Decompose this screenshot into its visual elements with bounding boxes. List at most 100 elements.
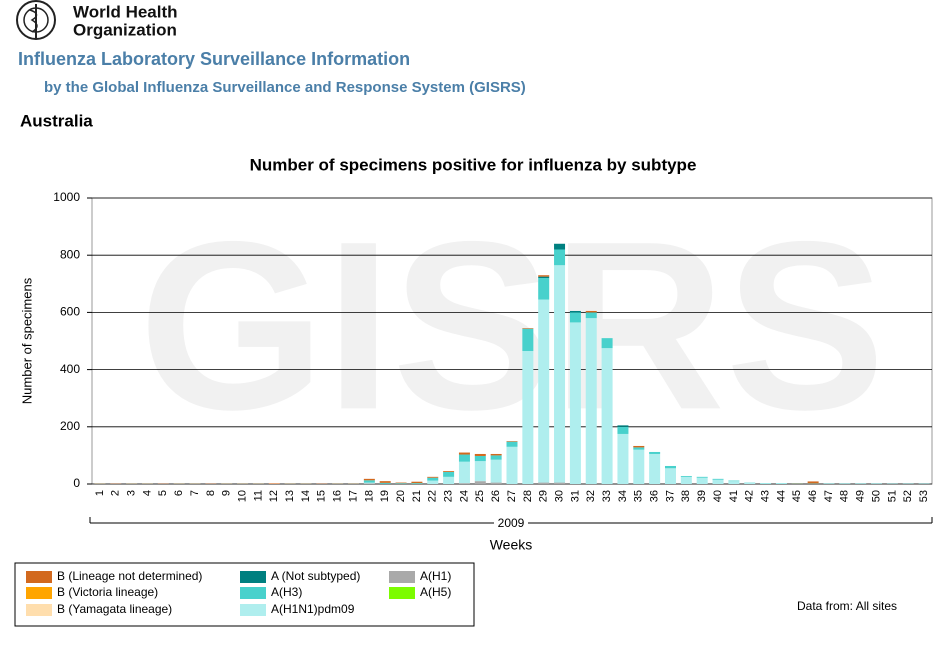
bar-segment	[664, 465, 676, 469]
x-tick-label: 20	[395, 490, 407, 502]
bar-segment	[696, 477, 708, 484]
x-tick-label: 8	[205, 490, 217, 496]
legend-swatch	[26, 571, 52, 583]
x-tick-label: 28	[522, 490, 534, 502]
x-tick-label: 10	[236, 490, 248, 502]
x-tick-label: 27	[506, 490, 518, 502]
bar-segment	[712, 479, 724, 484]
x-tick-label: 11	[252, 490, 264, 501]
legend-label: A(H3)	[271, 585, 302, 599]
bar-segment	[633, 445, 645, 448]
page-subtitle: by the Global Influenza Surveillance and…	[44, 79, 526, 96]
x-tick-label: 30	[553, 490, 565, 502]
bar-segment	[775, 483, 787, 484]
x-tick-label: 41	[728, 490, 740, 502]
bar-segment	[680, 475, 692, 477]
x-tick-label: 24	[458, 490, 470, 502]
bar-segment	[554, 482, 566, 484]
bar-segment	[379, 482, 391, 484]
bar-segment	[490, 482, 502, 484]
x-tick-label: 52	[902, 490, 914, 502]
country: Australia	[20, 111, 93, 130]
bar-segment	[538, 275, 550, 277]
bar-segment	[427, 476, 439, 478]
bar-segment	[807, 481, 819, 484]
bar-segment	[363, 483, 375, 484]
bar-segment	[490, 459, 502, 483]
x-tick-label: 2	[110, 490, 122, 496]
legend-label: B (Yamagata lineage)	[57, 602, 172, 616]
legend-label: A(H1N1)pdm09	[271, 602, 355, 616]
x-tick-label: 40	[712, 490, 724, 502]
y-tick-label: 600	[60, 305, 80, 319]
bar-segment	[411, 481, 423, 484]
bar-segment	[506, 441, 518, 447]
x-tick-label: 47	[823, 490, 835, 502]
x-tick-label: 49	[855, 490, 867, 502]
bar-segment	[728, 480, 740, 482]
bar-segment	[601, 348, 613, 484]
x-tick-label: 26	[490, 490, 502, 502]
x-tick-label: 50	[870, 490, 882, 502]
who-logo	[16, 0, 56, 40]
bar-segment	[728, 481, 740, 484]
y-axis-label: Number of specimens	[19, 277, 34, 404]
bar-segment	[268, 483, 280, 484]
y-tick-label: 1000	[53, 190, 80, 204]
year-bg	[494, 517, 528, 529]
bar-segment	[443, 471, 455, 472]
x-tick-label: 43	[759, 490, 771, 502]
bar-segment	[554, 249, 566, 266]
org-name: Organization	[73, 20, 177, 39]
watermark: GISRS	[139, 191, 886, 459]
bar-segment	[458, 452, 470, 455]
x-tick-label: 31	[569, 490, 581, 502]
x-tick-label: 6	[173, 490, 185, 496]
x-tick-label: 5	[157, 490, 169, 496]
x-tick-label: 44	[775, 490, 787, 502]
x-tick-label: 32	[585, 490, 597, 502]
bar-segment	[427, 477, 439, 481]
bar-segment	[569, 310, 581, 313]
org-name: World Health	[73, 2, 178, 21]
x-tick-label: 48	[839, 490, 851, 502]
bar-segment	[760, 483, 772, 484]
bar-segment	[617, 425, 629, 427]
bar-segment	[443, 471, 455, 477]
x-tick-label: 25	[474, 490, 486, 502]
legend-label: A(H5)	[420, 585, 451, 599]
legend-label: A (Not subtyped)	[271, 569, 360, 583]
bar-segment	[712, 478, 724, 480]
x-tick-label: 19	[379, 490, 391, 502]
bar-segment	[680, 476, 692, 484]
bar-segment	[458, 483, 470, 484]
bar-segment	[411, 483, 423, 484]
bar-segment	[585, 310, 597, 313]
y-tick-label: 400	[60, 362, 80, 376]
legend-label: A(H1)	[420, 569, 451, 583]
source-note: Data from: All sites	[797, 599, 897, 613]
x-tick-label: 1	[94, 490, 106, 496]
bar-segment	[474, 461, 486, 482]
bar-segment	[458, 461, 470, 484]
x-tick-label: 39	[696, 490, 708, 502]
bar-segment	[363, 482, 375, 484]
x-tick-label: 35	[633, 490, 645, 502]
x-tick-label: 4	[141, 490, 153, 496]
x-tick-label: 14	[300, 490, 312, 502]
x-tick-label: 37	[664, 490, 676, 502]
bar-segment	[617, 433, 629, 484]
page-title: Influenza Laboratory Surveillance Inform…	[18, 49, 410, 69]
bar-segment	[538, 299, 550, 483]
bar-segment	[744, 482, 756, 484]
bar-segment	[649, 453, 661, 484]
x-tick-label: 16	[332, 490, 344, 502]
bar-segment	[427, 480, 439, 484]
x-tick-label: 21	[411, 490, 423, 502]
x-tick-label: 42	[744, 490, 756, 502]
bar-segment	[585, 312, 597, 319]
x-tick-label: 33	[601, 490, 613, 502]
x-tick-label: 23	[443, 490, 455, 502]
x-tick-label: 17	[347, 490, 359, 502]
